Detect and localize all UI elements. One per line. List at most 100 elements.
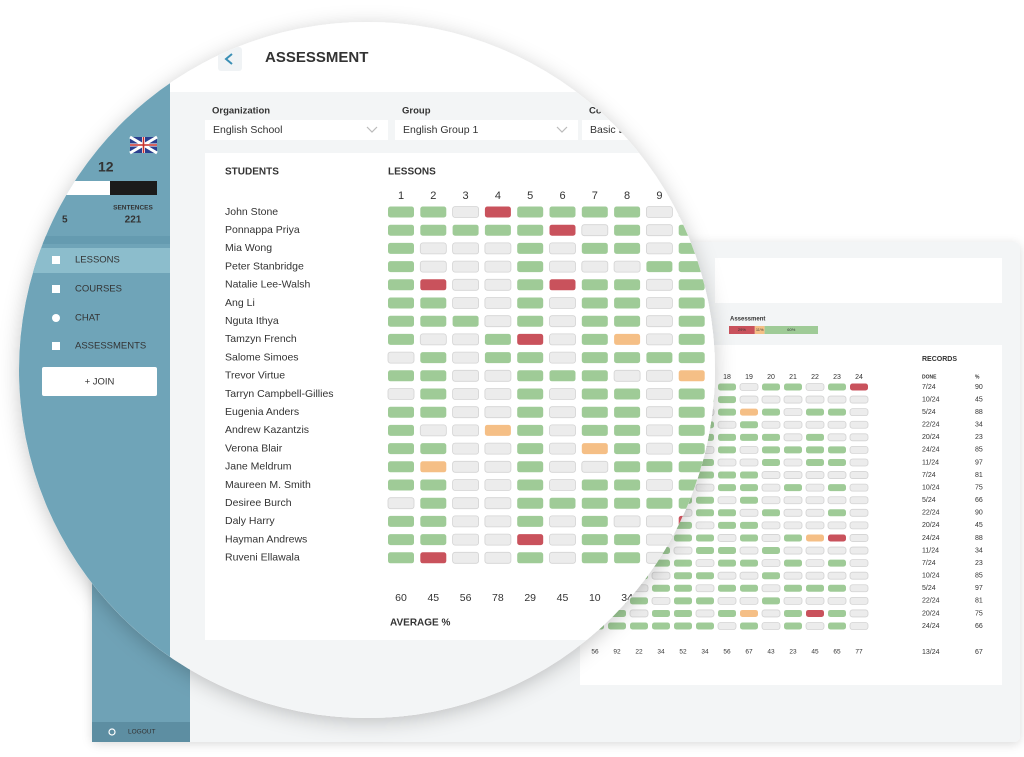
status-cell xyxy=(581,388,608,400)
status-cell xyxy=(484,369,512,382)
logout-button[interactable]: LOGOUT xyxy=(128,729,155,736)
status-cell xyxy=(805,571,825,580)
status-cell xyxy=(784,584,802,592)
status-cell xyxy=(388,406,414,418)
status-cell xyxy=(678,297,705,309)
status-cell xyxy=(827,521,847,530)
status-cell xyxy=(484,479,512,491)
status-cell xyxy=(452,369,480,382)
status-cell xyxy=(652,609,670,617)
status-cell xyxy=(388,479,414,491)
status-cell xyxy=(739,395,759,404)
status-cell xyxy=(717,420,737,429)
status-cell xyxy=(581,479,608,491)
status-cell xyxy=(718,559,736,567)
status-cell xyxy=(761,420,781,429)
status-cell xyxy=(828,622,846,630)
done-value: 24/24 xyxy=(922,447,940,454)
filter-label: Cours xyxy=(589,106,616,117)
status-cell xyxy=(678,461,705,473)
student-name: Daly Harry xyxy=(225,515,275,527)
stat-value: 221 xyxy=(125,215,142,226)
status-cell xyxy=(388,297,414,309)
status-cell xyxy=(420,443,447,455)
status-cell xyxy=(828,509,846,517)
average-value: 45 xyxy=(427,592,439,604)
dropdown[interactable] xyxy=(205,120,388,140)
status-cell xyxy=(827,596,847,605)
status-cell xyxy=(420,479,447,491)
dropdown[interactable] xyxy=(395,120,578,140)
status-cell xyxy=(806,584,824,592)
status-cell xyxy=(784,446,802,454)
logout-icon xyxy=(108,728,116,736)
status-cell xyxy=(849,496,869,505)
status-cell xyxy=(646,479,673,491)
percent-value: 66 xyxy=(975,497,983,504)
status-cell xyxy=(849,622,869,630)
status-cell xyxy=(673,546,693,555)
status-cell xyxy=(614,352,641,364)
status-cell xyxy=(695,559,715,568)
status-cell xyxy=(761,496,781,505)
average-value: 77 xyxy=(855,649,863,656)
lesson-number: 18 xyxy=(723,374,731,381)
filter-label: Group xyxy=(402,106,431,117)
dropdown-chevron xyxy=(366,126,378,133)
status-cell xyxy=(740,559,758,567)
status-cell xyxy=(717,458,737,467)
status-cell xyxy=(849,521,869,530)
status-cell xyxy=(646,515,673,528)
lessons-header: LESSONS xyxy=(388,167,436,178)
status-cell xyxy=(652,584,670,592)
status-cell xyxy=(517,352,544,364)
status-cell xyxy=(761,521,781,530)
status-cell xyxy=(484,551,512,564)
status-cell xyxy=(420,206,447,218)
status-cell xyxy=(549,497,576,509)
status-cell xyxy=(849,433,869,442)
done-value: 22/24 xyxy=(922,510,940,517)
average-value: 56 xyxy=(723,649,731,656)
percent-value: 90 xyxy=(975,510,983,517)
status-cell xyxy=(761,483,781,492)
student-name: Tarryn Campbell-Gillies xyxy=(225,388,334,400)
status-cell xyxy=(388,443,414,455)
menu-item[interactable]: CHAT xyxy=(75,313,100,324)
status-cell xyxy=(484,242,512,255)
status-cell xyxy=(646,315,673,328)
status-cell xyxy=(420,388,447,400)
average-value: 78 xyxy=(492,592,504,604)
join-button[interactable] xyxy=(42,367,157,396)
status-cell xyxy=(718,584,736,592)
menu-item[interactable]: ASSESSMENTS xyxy=(75,341,146,352)
status-cell xyxy=(762,509,780,517)
status-cell xyxy=(420,534,447,546)
status-cell xyxy=(718,408,736,416)
menu-item[interactable]: COURSES xyxy=(75,284,122,295)
status-cell xyxy=(762,572,780,580)
student-name: John Stone xyxy=(225,206,278,218)
status-cell xyxy=(762,446,780,454)
done-value: 7/24 xyxy=(922,560,936,567)
back-button[interactable] xyxy=(218,47,242,71)
page-title: ASSESSMENT xyxy=(265,49,368,66)
status-cell xyxy=(614,297,641,309)
menu-icon xyxy=(52,342,60,350)
average-value: 23 xyxy=(789,649,797,656)
student-name: Ang Li xyxy=(225,297,255,309)
menu-item[interactable]: LESSONS xyxy=(75,255,120,266)
status-cell xyxy=(452,224,479,236)
status-cell xyxy=(613,515,641,528)
status-cell xyxy=(827,395,847,404)
status-cell xyxy=(517,370,544,382)
status-cell xyxy=(783,596,803,605)
status-cell xyxy=(740,421,758,429)
status-cell xyxy=(549,260,576,273)
status-cell xyxy=(388,206,414,218)
status-cell xyxy=(849,559,869,568)
status-cell xyxy=(484,206,511,218)
status-cell xyxy=(678,315,705,327)
status-cell xyxy=(452,460,480,473)
status-cell xyxy=(651,571,671,580)
